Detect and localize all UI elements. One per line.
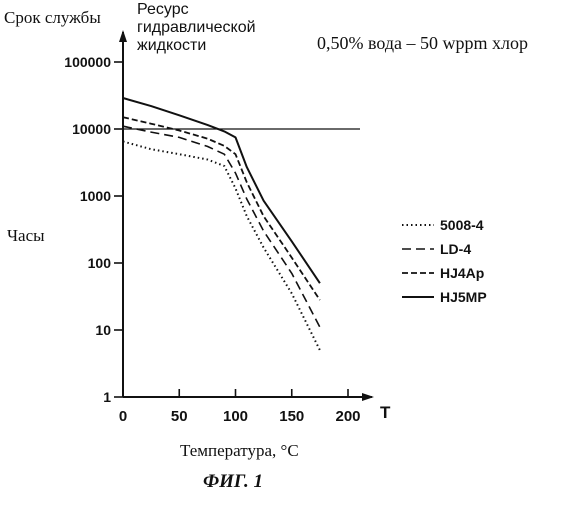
y-tick-label: 100000 xyxy=(64,54,111,70)
x-axis-title: Температура, °C xyxy=(180,441,299,461)
x-axis-symbol: T xyxy=(380,403,391,422)
legend: 5008-4 LD-4 HJ4Ap HJ5MP xyxy=(402,217,487,305)
legend-label: 5008-4 xyxy=(440,217,484,233)
y-tick-label: 10 xyxy=(95,322,111,338)
y-axis-arrow xyxy=(119,30,127,42)
legend-label: HJ5MP xyxy=(440,289,487,305)
y-tick-label: 1 xyxy=(103,389,111,405)
y-tick-label: 1000 xyxy=(80,188,111,204)
x-tick-label: 150 xyxy=(279,408,304,425)
x-axis-arrow xyxy=(362,393,374,401)
x-tick-label: 100 xyxy=(223,408,248,425)
x-tick-label: 50 xyxy=(171,408,188,425)
legend-label: HJ4Ap xyxy=(440,265,484,281)
series-line-5008-4 xyxy=(123,142,320,351)
legend-label: LD-4 xyxy=(440,241,471,257)
axes: T xyxy=(119,30,391,422)
condition-note: 0,50% вода – 50 wppm хлор xyxy=(317,33,528,54)
y-tick-label: 100 xyxy=(88,255,112,271)
figure-caption: ФИГ. 1 xyxy=(203,471,263,493)
series-lines xyxy=(123,98,320,350)
y-tick-label: 10000 xyxy=(72,121,111,137)
ylabel-right-top-line2: гидравлической xyxy=(137,20,256,36)
ylabel-right-top-line1: Ресурс xyxy=(137,2,189,18)
series-line-ld-4 xyxy=(123,126,320,327)
x-tick-label: 0 xyxy=(119,408,127,425)
ylabel-left-top: Срок службы xyxy=(4,8,101,28)
ylabel-side: Часы xyxy=(7,226,45,246)
ylabel-right-top-line3: жидкости xyxy=(137,38,206,54)
ticks: 1 10 100 1000 10000 100000 0 50 100 150 200 xyxy=(64,54,360,425)
x-tick-label: 200 xyxy=(335,408,360,425)
